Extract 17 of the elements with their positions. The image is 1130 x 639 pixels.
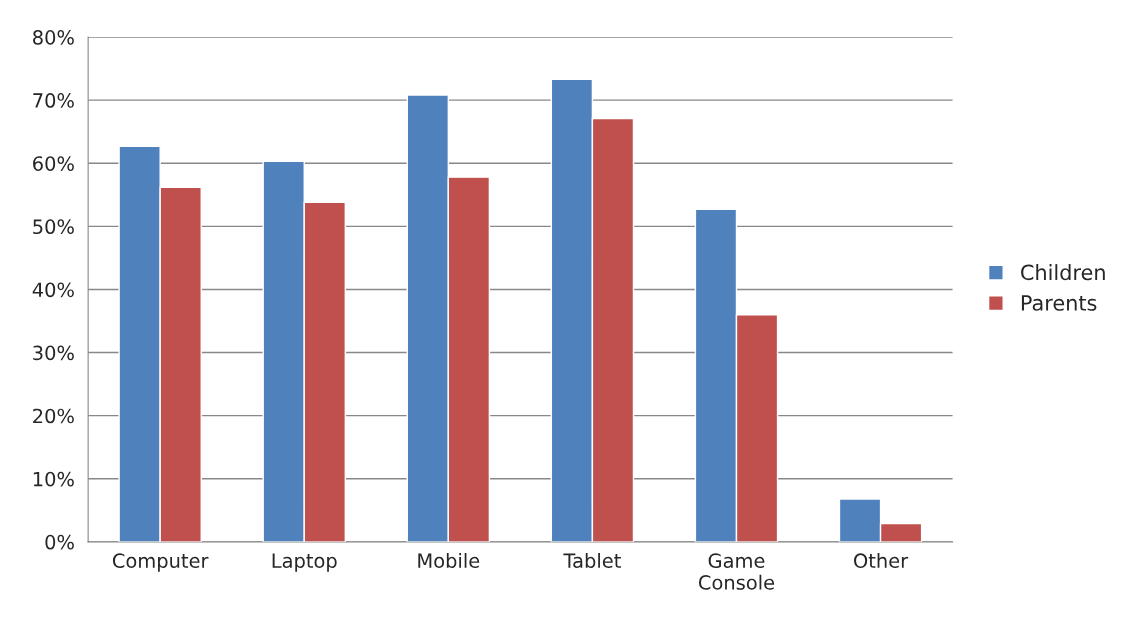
x-tick-label: Game Console <box>698 553 775 590</box>
y-tick-label: 70% <box>33 93 74 108</box>
x-tick-label: Tablet <box>563 552 621 569</box>
x-tick-label: Laptop <box>272 553 337 572</box>
y-tick-label: 10% <box>33 471 74 487</box>
x-tick-label: Mobile <box>418 552 480 569</box>
y-tick-label: 20% <box>33 408 74 424</box>
legend-label: Children <box>1021 264 1105 281</box>
y-tick-label: 0% <box>45 534 74 550</box>
y-tick-label: 80% <box>33 30 74 45</box>
legend-label: Parents <box>1021 295 1097 311</box>
x-tick-label: Computer <box>112 553 209 572</box>
y-tick-label: 60% <box>33 156 74 171</box>
y-tick-label: 50% <box>33 219 74 235</box>
x-tick-label: Other <box>854 552 909 569</box>
y-tick-label: 40% <box>32 282 74 298</box>
y-tick-label: 30% <box>33 345 74 361</box>
